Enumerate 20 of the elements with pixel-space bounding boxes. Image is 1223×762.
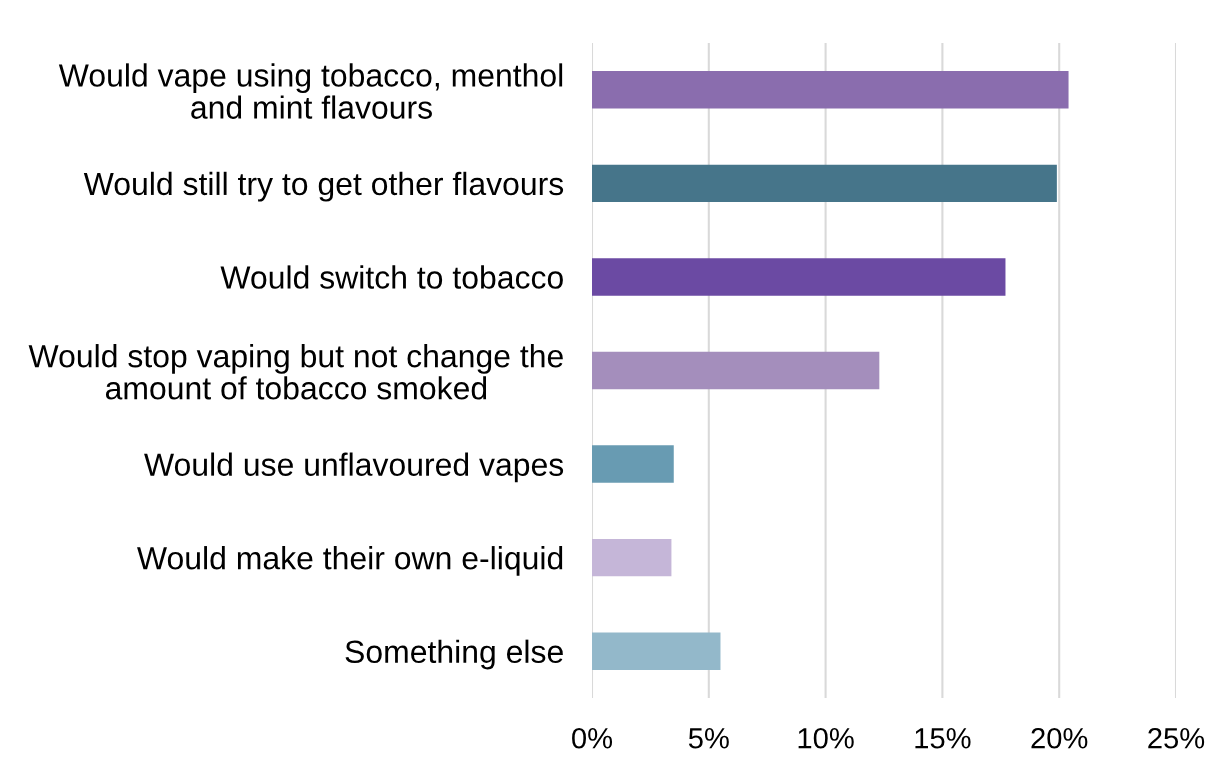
y-tick-label: Something else bbox=[345, 639, 563, 670]
x-tick-label: 20% bbox=[1031, 727, 1088, 749]
x-tick-label: 0% bbox=[572, 727, 613, 749]
y-tick-label: Would switch to tobacco bbox=[220, 265, 563, 289]
bar bbox=[592, 632, 721, 670]
bar bbox=[592, 445, 674, 483]
x-tick-label: 10% bbox=[798, 727, 854, 749]
y-tick-label: Would make their own e-liquid bbox=[137, 546, 563, 576]
x-tick-label: 5% bbox=[688, 728, 729, 749]
bar bbox=[592, 258, 1006, 296]
bar bbox=[592, 164, 1057, 203]
bar bbox=[592, 538, 672, 577]
bar bbox=[592, 351, 880, 390]
y-tick-label: Would use unflavoured vapes bbox=[144, 452, 564, 483]
bar bbox=[592, 71, 1069, 109]
y-tick-label: Would still try to get other flavours bbox=[83, 171, 564, 202]
y-tick-label: Would vape using tobacco, menthol and mint flavours bbox=[58, 63, 563, 119]
x-tick-label: 15% bbox=[915, 728, 971, 749]
x-tick-label: 25% bbox=[1148, 727, 1205, 749]
y-tick-label: Would stop vaping but not change the amount of tobacco smoked bbox=[28, 344, 563, 400]
